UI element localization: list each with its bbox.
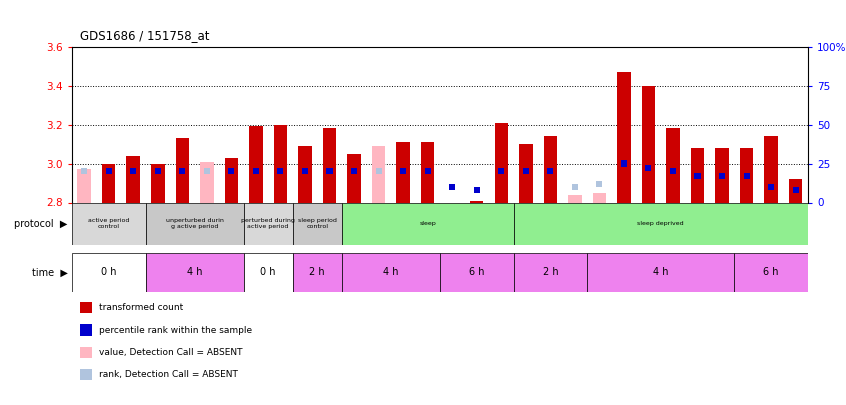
- Bar: [793, 187, 799, 193]
- Bar: [327, 168, 332, 175]
- Bar: [323, 128, 336, 202]
- Bar: [81, 168, 87, 175]
- Text: transformed count: transformed count: [99, 303, 184, 312]
- Bar: [302, 168, 308, 175]
- Bar: [106, 168, 112, 175]
- Bar: [547, 168, 553, 175]
- Text: 0 h: 0 h: [101, 267, 117, 277]
- Bar: [146, 202, 244, 245]
- Bar: [596, 181, 602, 187]
- Bar: [569, 195, 581, 202]
- Text: sleep period
control: sleep period control: [298, 218, 337, 229]
- Bar: [593, 193, 606, 202]
- Text: sleep: sleep: [420, 221, 436, 226]
- Bar: [470, 200, 483, 202]
- Bar: [293, 202, 342, 245]
- Bar: [179, 168, 185, 175]
- Bar: [299, 146, 311, 202]
- Text: GDS1686 / 151758_at: GDS1686 / 151758_at: [80, 30, 210, 43]
- Bar: [691, 148, 704, 202]
- Bar: [277, 168, 283, 175]
- Text: 4 h: 4 h: [653, 267, 668, 277]
- Text: perturbed during
active period: perturbed during active period: [241, 218, 295, 229]
- Bar: [642, 85, 655, 202]
- Bar: [744, 173, 750, 179]
- Text: time  ▶: time ▶: [32, 267, 68, 277]
- Text: sleep deprived: sleep deprived: [637, 221, 684, 226]
- Bar: [72, 202, 146, 245]
- Bar: [201, 162, 213, 202]
- Text: rank, Detection Call = ABSENT: rank, Detection Call = ABSENT: [99, 370, 238, 379]
- Bar: [72, 253, 146, 292]
- Bar: [127, 156, 140, 202]
- Bar: [667, 128, 679, 202]
- Bar: [130, 168, 136, 175]
- Text: 4 h: 4 h: [187, 267, 202, 277]
- Bar: [514, 202, 808, 245]
- Bar: [244, 202, 293, 245]
- Bar: [514, 253, 587, 292]
- Bar: [397, 142, 409, 202]
- Bar: [618, 72, 630, 202]
- Bar: [225, 158, 238, 202]
- Bar: [498, 168, 504, 175]
- Bar: [544, 136, 557, 202]
- Bar: [765, 136, 777, 202]
- Bar: [102, 164, 115, 202]
- Bar: [376, 168, 382, 175]
- Text: protocol  ▶: protocol ▶: [14, 219, 68, 229]
- Bar: [645, 165, 651, 171]
- Text: active period
control: active period control: [88, 218, 129, 229]
- Bar: [440, 253, 514, 292]
- Bar: [449, 184, 455, 190]
- Text: percentile rank within the sample: percentile rank within the sample: [99, 326, 252, 335]
- Text: 2 h: 2 h: [310, 267, 325, 277]
- Bar: [768, 184, 774, 190]
- Bar: [789, 179, 802, 202]
- Bar: [425, 168, 431, 175]
- Text: 6 h: 6 h: [763, 267, 779, 277]
- Bar: [400, 168, 406, 175]
- Bar: [740, 148, 753, 202]
- Bar: [474, 187, 480, 193]
- Text: 4 h: 4 h: [383, 267, 398, 277]
- Bar: [342, 253, 440, 292]
- Bar: [342, 202, 514, 245]
- Bar: [495, 123, 508, 202]
- Bar: [204, 168, 210, 175]
- Bar: [719, 173, 725, 179]
- Bar: [351, 168, 357, 175]
- Bar: [274, 124, 287, 202]
- Bar: [587, 253, 734, 292]
- Bar: [176, 138, 189, 202]
- Bar: [519, 144, 532, 202]
- Bar: [695, 173, 700, 179]
- Bar: [253, 168, 259, 175]
- Bar: [572, 184, 578, 190]
- Bar: [250, 126, 262, 202]
- Text: value, Detection Call = ABSENT: value, Detection Call = ABSENT: [99, 348, 243, 357]
- Bar: [78, 169, 91, 202]
- Bar: [621, 160, 627, 166]
- Bar: [716, 148, 728, 202]
- Bar: [244, 253, 293, 292]
- Bar: [293, 253, 342, 292]
- Bar: [670, 168, 676, 175]
- Bar: [348, 154, 360, 202]
- Bar: [734, 253, 808, 292]
- Bar: [372, 146, 385, 202]
- Bar: [151, 164, 164, 202]
- Text: 2 h: 2 h: [542, 267, 558, 277]
- Bar: [421, 142, 434, 202]
- Bar: [146, 253, 244, 292]
- Text: unperturbed durin
g active period: unperturbed durin g active period: [166, 218, 223, 229]
- Text: 6 h: 6 h: [469, 267, 485, 277]
- Bar: [155, 168, 161, 175]
- Text: 0 h: 0 h: [261, 267, 276, 277]
- Bar: [523, 168, 529, 175]
- Bar: [228, 168, 234, 175]
